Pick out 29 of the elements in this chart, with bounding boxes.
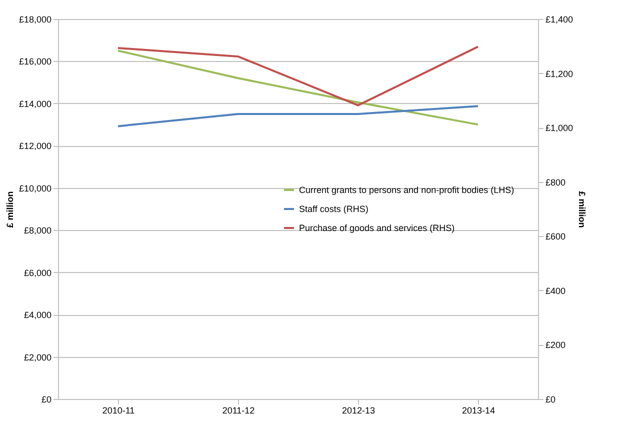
y-tick-label: £0: [41, 394, 52, 404]
y-tick-label: £16,000: [18, 56, 52, 67]
y-tick-label: £18,000: [18, 14, 52, 24]
x-tick-label: 2013-14: [462, 406, 496, 416]
y2-tick-label: £400: [546, 286, 566, 296]
y2-tick-label: £600: [546, 232, 566, 242]
x-tick-label: 2011-12: [222, 406, 255, 416]
y2-axis-title: £ million: [577, 191, 588, 228]
x-tick-label: 2010-11: [102, 406, 135, 416]
y-tick-label: £14,000: [18, 98, 52, 109]
y-tick-label: £8,000: [24, 226, 52, 236]
y2-tick-label: £1,000: [546, 123, 574, 134]
legend-label: Purchase of goods and services (RHS): [299, 223, 455, 233]
y-tick-label: £10,000: [18, 183, 52, 194]
y2-tick-label: £1,400: [546, 14, 574, 24]
x-tick-label: 2012-13: [342, 406, 376, 416]
y-tick-label: £2,000: [24, 352, 52, 362]
y2-tick-label: £800: [546, 177, 566, 188]
y2-tick-label: £200: [546, 340, 566, 350]
y-tick-label: £12,000: [18, 141, 52, 152]
y-tick-label: £6,000: [24, 268, 52, 278]
y-axis-title: £ million: [4, 191, 15, 228]
legend-label: Staff costs (RHS): [299, 204, 368, 214]
line-series: [117, 46, 479, 106]
y2-tick-label: £0: [546, 394, 556, 404]
legend-label: Current grants to persons and non-profit bodies (LHS): [299, 185, 514, 195]
line-series: [117, 50, 479, 126]
y-tick-label: £4,000: [24, 310, 52, 320]
y2-tick-label: £1,200: [546, 68, 574, 79]
